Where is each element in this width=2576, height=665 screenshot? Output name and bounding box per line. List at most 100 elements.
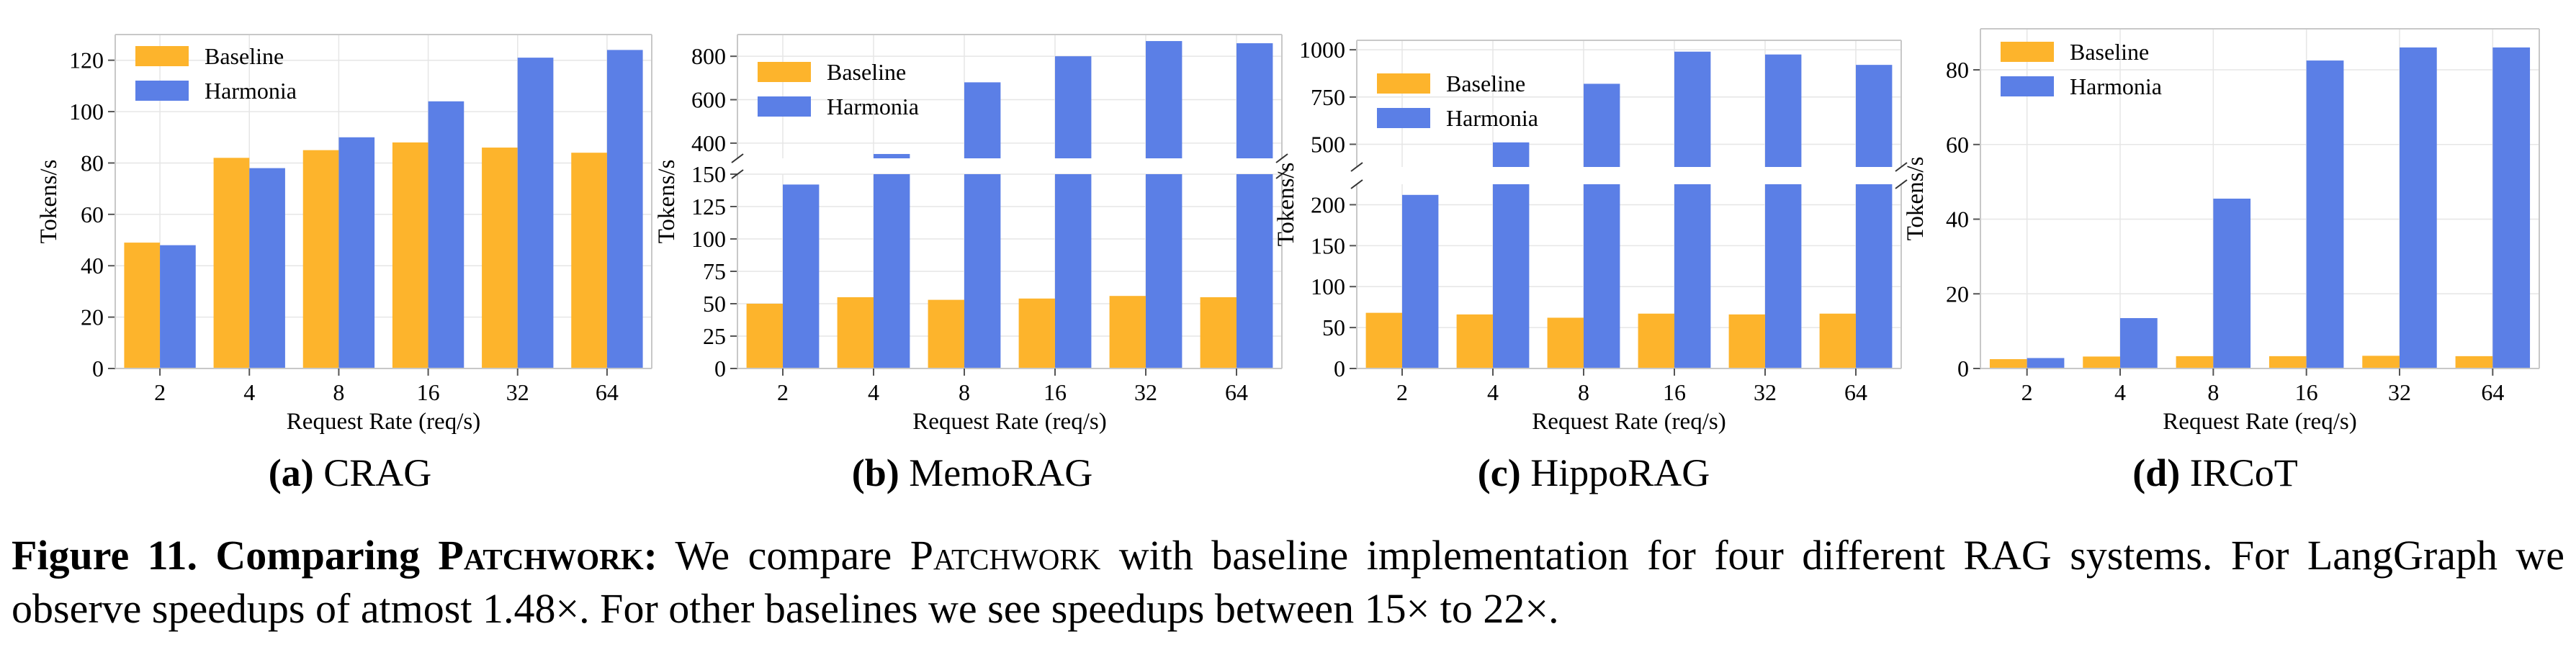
bar-harmonia-32 [1146, 174, 1182, 368]
chart-memorag: 400 600 800 0 25 50 75 100 125 150 2 4 8 16 32 64 Reques… [654, 34, 1288, 435]
x-tick-label: 4 [2114, 379, 2126, 405]
bar-baseline-64 [1819, 313, 1856, 368]
bar-baseline-2 [1365, 312, 1402, 368]
y-tick-label: 40 [81, 253, 104, 279]
legend-swatch-harmonia [2001, 76, 2054, 96]
y-tick-label: 200 [1311, 191, 1345, 217]
y-axis-label: Tokens/s [1273, 163, 1299, 247]
subcaption-name: IRCoT [2189, 451, 2298, 494]
x-axis-label: Request Rate (req/s) [287, 409, 480, 435]
legend-swatch-baseline [758, 62, 811, 82]
bar-baseline-8 [928, 299, 964, 368]
chart-hipporag: 500 750 1000 0 50 100 150 200 2 4 8 16 32 64 Request R… [1273, 37, 1908, 435]
axis-break-mark [1350, 179, 1363, 189]
x-tick-label: 16 [1044, 379, 1067, 405]
bar-harmonia-8 [1584, 83, 1620, 167]
bar-harmonia-2 [160, 245, 196, 368]
legend-swatch-baseline [135, 46, 189, 66]
bar-baseline-8 [2176, 356, 2214, 368]
y-axis-label: Tokens/s [36, 160, 62, 244]
subcaption-label: (c) [1477, 451, 1521, 494]
x-tick-label: 8 [2207, 379, 2219, 405]
legend-swatch-baseline [2001, 42, 2054, 62]
bar-harmonia-32 [2400, 47, 2437, 368]
y-tick-label: 50 [1322, 315, 1345, 340]
axis-break-mark [1275, 153, 1288, 163]
x-axis-label: Request Rate (req/s) [1532, 409, 1725, 435]
x-axis-label: Request Rate (req/s) [2163, 409, 2356, 435]
y-tick-label: 800 [691, 43, 726, 69]
bar-baseline-2 [124, 243, 161, 368]
bar-baseline-64 [1200, 297, 1237, 368]
bar-harmonia-32 [1146, 41, 1182, 158]
bar-group [124, 50, 643, 368]
subcaption-hipporag: (c) HippoRAG [1378, 451, 1810, 495]
y-tick-label: 75 [703, 258, 726, 284]
x-tick-label: 32 [1754, 379, 1777, 405]
bar-harmonia-64 [1856, 184, 1893, 368]
bar-baseline-64 [571, 153, 607, 368]
bar-harmonia-64 [2492, 47, 2531, 368]
bar-baseline-2 [1989, 359, 2027, 368]
bar-harmonia-32 [1765, 54, 1802, 167]
y-tick-label: 750 [1311, 84, 1345, 110]
bar-group [746, 174, 1273, 368]
bar-harmonia-32 [517, 58, 554, 368]
figure-caption: Figure 11. Comparing Patchwork: We compa… [12, 529, 2564, 635]
legend-label-harmonia: Harmonia [205, 78, 297, 104]
bar-harmonia-4 [2120, 317, 2158, 368]
legend-label-baseline: Baseline [827, 59, 906, 85]
bar-group [874, 41, 1273, 158]
axis-break-mark [1895, 162, 1908, 172]
y-tick-label: 150 [691, 161, 726, 187]
x-tick-label: 64 [2481, 379, 2504, 405]
legend-label-baseline: Baseline [2070, 39, 2149, 65]
axis-break-mark [1275, 169, 1288, 179]
y-tick-label: 100 [69, 99, 104, 125]
legend-label-harmonia: Harmonia [827, 94, 919, 119]
legend: Baseline Harmonia [1377, 71, 1538, 131]
bar-harmonia-4 [249, 168, 285, 368]
bar-baseline-32 [1728, 314, 1765, 368]
y-tick-label: 25 [703, 323, 726, 349]
chart-ircot: 0 20 40 60 80 2 4 8 16 32 64 Request Rate (req/s) To… [1903, 28, 2540, 435]
bar-harmonia-4 [874, 153, 910, 158]
y-tick-label: 50 [703, 291, 726, 317]
axis-break-mark [1895, 179, 1908, 189]
y-tick-label: 125 [691, 194, 726, 220]
legend-swatch-baseline [1377, 73, 1430, 94]
y-tick-label: 100 [1311, 273, 1345, 299]
x-tick-label: 32 [2388, 379, 2411, 405]
subcaption-crag: (a) CRAG [134, 451, 566, 495]
y-tick-label: 120 [69, 48, 104, 73]
legend: Baseline Harmonia [135, 43, 297, 104]
x-tick-label: 8 [333, 379, 344, 405]
bar-harmonia-64 [1856, 65, 1893, 167]
x-tick-label: 16 [417, 379, 440, 405]
subcaption-label: (b) [851, 451, 899, 494]
x-tick-label: 8 [1578, 379, 1589, 405]
axis-break-mark [731, 169, 744, 179]
bar-harmonia-16 [428, 101, 465, 368]
bar-harmonia-4 [1493, 184, 1530, 368]
caption-text-1: We compare [657, 532, 910, 579]
bar-baseline-8 [1547, 317, 1584, 368]
bar-harmonia-32 [1765, 184, 1802, 368]
y-tick-label: 40 [1946, 207, 1969, 232]
bar-harmonia-8 [964, 174, 1001, 368]
bar-baseline-16 [2268, 356, 2307, 368]
bar-baseline-16 [1638, 313, 1674, 368]
bar-harmonia-2 [1402, 194, 1439, 368]
x-tick-label: 64 [1844, 379, 1867, 405]
bar-baseline-16 [1018, 298, 1055, 368]
x-tick-label: 64 [1225, 379, 1248, 405]
system-name: Patchwork: [438, 532, 658, 579]
y-axis-label: Tokens/s [654, 160, 680, 244]
bar-harmonia-64 [606, 50, 643, 368]
axis-break-mark [1350, 162, 1363, 172]
x-axis-label: Request Rate (req/s) [912, 409, 1106, 435]
subcaption-ircot: (d) IRCoT [1999, 451, 2431, 495]
system-name-2: Patchwork [910, 532, 1101, 579]
bar-group [1365, 184, 1893, 368]
legend: Baseline Harmonia [758, 59, 919, 119]
